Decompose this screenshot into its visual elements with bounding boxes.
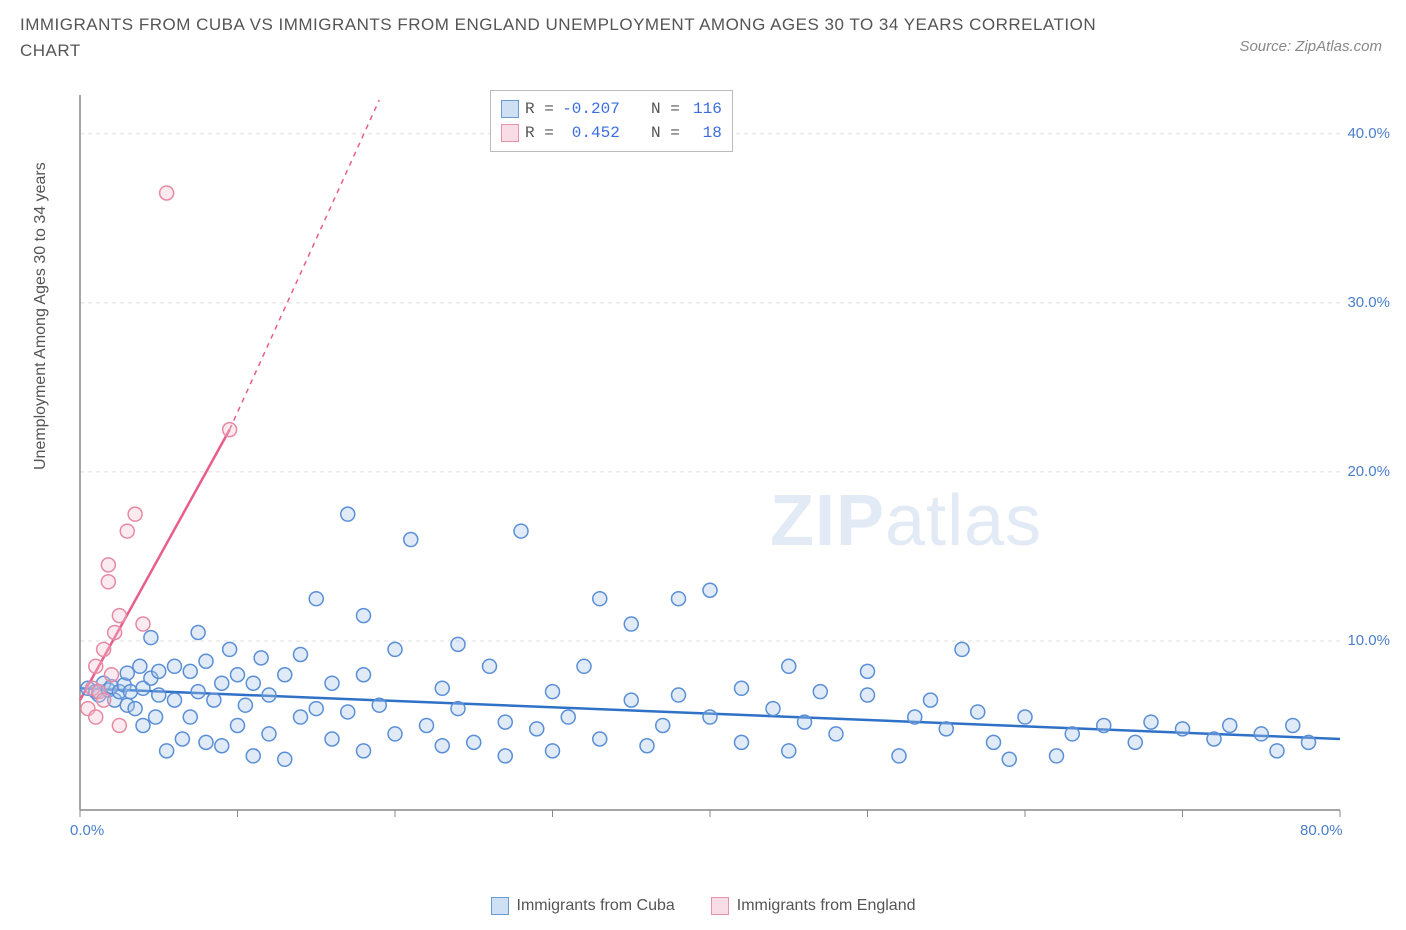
info-n-label: N = [651, 121, 680, 145]
chart-title: IMMIGRANTS FROM CUBA VS IMMIGRANTS FROM … [20, 12, 1120, 63]
legend-label: Immigrants from England [737, 897, 916, 915]
info-r-label: R = [525, 121, 554, 145]
legend-swatch [711, 897, 729, 915]
y-tick-label: 30.0% [1347, 294, 1390, 311]
info-n-value: 18 [686, 121, 722, 145]
info-swatch [501, 124, 519, 142]
y-tick-label: 10.0% [1347, 632, 1390, 649]
info-row: R =0.452 N =18 [501, 121, 722, 145]
legend-bottom: Immigrants from Cuba Immigrants from Engl… [0, 897, 1406, 920]
info-row: R =-0.207 N =116 [501, 97, 722, 121]
y-axis-label: Unemployment Among Ages 30 to 34 years [32, 162, 50, 470]
info-n-value: 116 [686, 97, 722, 121]
info-n-label: N = [651, 97, 680, 121]
x-tick-label: 80.0% [1300, 822, 1343, 839]
chart-area: ZIPatlas R =-0.207 N =116R =0.452 N =18 … [70, 90, 1380, 850]
info-r-value: -0.207 [560, 97, 620, 121]
legend-item: Immigrants from Cuba [491, 897, 675, 915]
info-swatch [501, 100, 519, 118]
y-tick-label: 40.0% [1347, 125, 1390, 142]
info-r-label: R = [525, 97, 554, 121]
x-tick-label: 0.0% [70, 822, 104, 839]
legend-item: Immigrants from England [711, 897, 916, 915]
correlation-info-box: R =-0.207 N =116R =0.452 N =18 [490, 90, 733, 152]
legend-swatch [491, 897, 509, 915]
scatter-plot-svg [70, 90, 1380, 850]
y-tick-label: 20.0% [1347, 463, 1390, 480]
info-r-value: 0.452 [560, 121, 620, 145]
source-label: Source: ZipAtlas.com [1239, 38, 1382, 55]
legend-label: Immigrants from Cuba [517, 897, 675, 915]
